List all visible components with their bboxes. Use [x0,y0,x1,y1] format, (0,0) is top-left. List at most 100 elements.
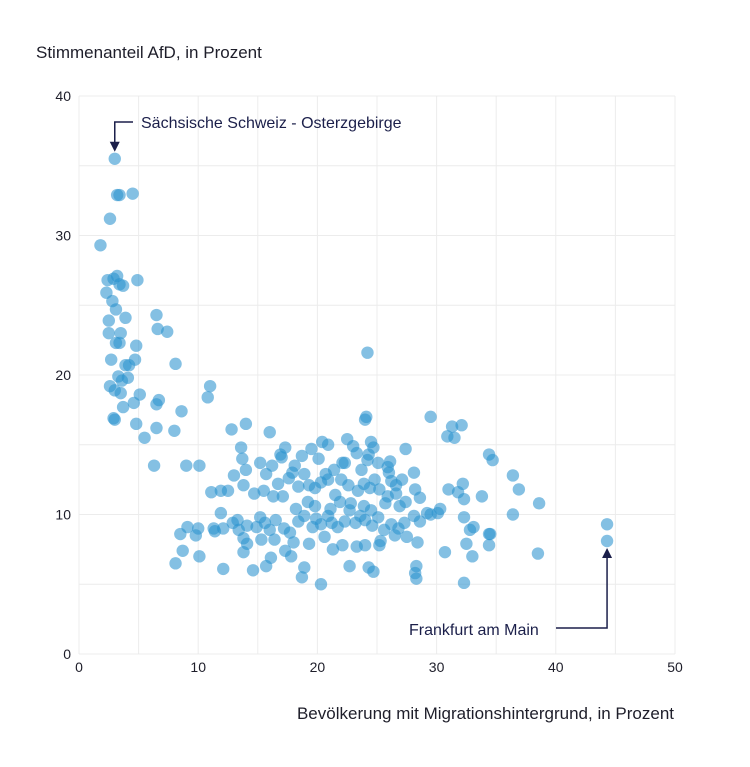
data-point [420,506,434,520]
data-point [121,371,135,384]
data-point [448,431,461,444]
data-point [138,431,151,444]
data-point [271,477,285,491]
x-tick-label: 50 [667,659,683,675]
data-point [410,572,423,585]
data-point [131,273,144,287]
data-point [467,520,480,534]
data-point [295,449,309,463]
data-point [113,336,126,350]
grid [78,95,676,655]
data-point [108,152,121,165]
data-point [379,497,392,510]
y-tick-label: 0 [63,646,71,662]
data-point [506,508,520,521]
annotation-arrow-line [114,121,133,150]
data-point [482,538,496,552]
data-point [192,522,205,535]
data-point [361,453,374,467]
y-tick-label: 20 [55,367,71,383]
data-point [263,523,276,537]
data-point [367,441,380,454]
data-point [113,188,126,202]
data-point [239,463,253,477]
y-axis-title: Stimmenanteil AfD, in Prozent [36,43,262,62]
data-point [407,466,421,479]
data-point [169,557,182,570]
data-point [343,559,356,573]
data-point [108,413,121,426]
data-point [227,469,241,482]
x-tick-label: 40 [548,659,564,675]
data-point [358,538,372,552]
data-point [431,506,444,520]
axis-ticks: 0 10 20 30 40 0 10 20 30 40 50 [55,88,683,675]
data-point [424,410,437,424]
data-point [265,459,279,472]
data-point [289,502,303,516]
data-point [116,400,130,414]
data-point [371,456,385,470]
data-point [193,459,206,472]
data-point [408,483,422,496]
annotation-arrowhead [109,141,120,152]
data-point [321,438,335,451]
data-point [102,314,116,327]
data-point [279,544,292,557]
data-point [338,515,352,528]
data-point [326,543,340,556]
data-point [214,506,228,520]
annotation-arrow-line [556,550,608,629]
data-point [180,459,193,472]
data-points [94,152,614,591]
x-tick-label: 0 [75,659,83,675]
data-point [373,483,386,496]
data-point [442,483,455,496]
x-axis-title: Bevölkerung mit Migrationshintergrund, i… [296,704,674,723]
data-point [393,499,406,513]
annotations: Sächsische Schweiz - Osterzgebirge Frankf… [109,115,613,639]
data-point [152,393,166,407]
data-point [175,405,188,418]
data-point [399,442,412,456]
data-point [298,467,311,481]
data-point [302,537,316,550]
data-point [103,212,117,225]
data-point [312,452,325,465]
data-point [234,441,248,454]
data-point [116,279,130,292]
data-point [466,550,479,563]
data-point [151,322,164,336]
data-point [531,547,545,560]
data-point [381,460,394,474]
x-tick-label: 30 [429,659,445,675]
data-point [267,490,280,503]
data-point [305,442,318,456]
data-point [360,410,373,424]
data-point [168,424,181,437]
data-point [314,518,328,531]
data-point [259,559,273,573]
data-point [104,353,118,366]
data-point [445,420,459,433]
data-point [130,417,143,431]
data-point [130,339,143,352]
data-point [342,479,355,492]
data-point [298,509,311,523]
data-point [193,550,206,563]
data-point [205,485,218,499]
data-point [274,448,287,461]
data-point [400,530,413,544]
data-point [355,463,368,477]
data-point [475,490,489,503]
data-point [221,484,235,497]
y-tick-label: 30 [55,228,71,244]
data-point [324,502,337,516]
x-tick-label: 10 [190,659,206,675]
data-point [333,495,347,509]
data-point [268,533,281,546]
data-point [484,527,497,541]
data-point [367,565,380,578]
data-point [169,357,182,371]
data-point [217,562,230,576]
